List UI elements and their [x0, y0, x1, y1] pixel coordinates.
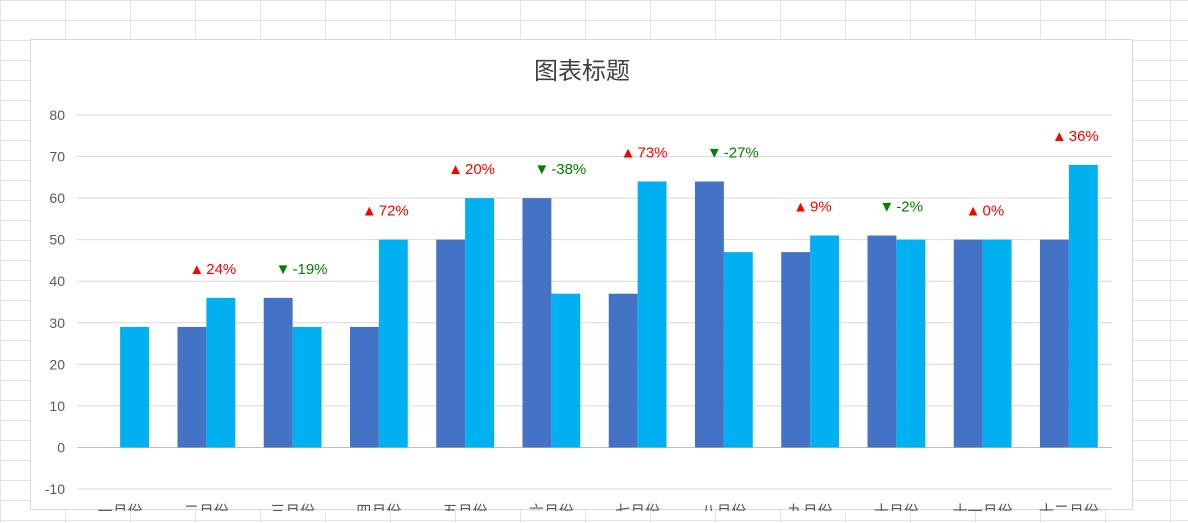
y-tick-label: 10	[49, 398, 65, 414]
bar-series-1	[436, 239, 466, 448]
bar-series-1	[867, 235, 897, 448]
change-annotation: ▲ 20%	[448, 161, 495, 178]
change-annotation: ▲ 0%	[966, 203, 1005, 220]
change-marker-icon: ▲	[793, 199, 808, 216]
y-tick-label: 40	[49, 273, 65, 289]
x-tick-label: 六月份	[529, 502, 574, 511]
change-annotation: ▲ 72%	[362, 203, 409, 220]
bar-series-1	[522, 198, 552, 448]
change-value: -19%	[292, 261, 327, 278]
x-tick-label: 十二月份	[1039, 502, 1099, 511]
change-marker-icon: ▲	[621, 144, 636, 161]
change-annotation: ▲ 73%	[621, 144, 668, 161]
bar-chart: 图表标题 80 70 60 50 40 30 20 10 0 -10 一月份 二月份 三月份 四月份 五月…	[45, 57, 1112, 511]
change-value: -2%	[896, 199, 923, 216]
change-value: 73%	[637, 144, 667, 161]
bar-series-1	[177, 326, 207, 448]
bar-series-2	[206, 297, 236, 448]
x-tick-label: 四月份	[356, 502, 401, 511]
x-tick-label: 三月份	[270, 502, 315, 511]
y-tick-label: -10	[45, 481, 65, 497]
change-annotation: ▲ 24%	[189, 261, 236, 278]
bar-series-2	[378, 239, 408, 448]
x-tick-label: 二月份	[184, 502, 229, 511]
change-value: 72%	[379, 203, 409, 220]
y-tick-label: 50	[49, 232, 65, 248]
change-annotation: ▼ -19%	[276, 261, 328, 278]
x-tick-label: 五月份	[443, 502, 488, 511]
bar-series-2	[551, 293, 581, 448]
bar-series-1	[263, 297, 293, 448]
change-value: 24%	[206, 261, 236, 278]
change-annotation: ▼ -38%	[534, 161, 586, 178]
change-marker-icon: ▲	[448, 161, 463, 178]
bar-series-1	[781, 252, 811, 448]
change-value: -38%	[551, 161, 586, 178]
y-tick-label: 70	[49, 149, 65, 165]
bar-series-1	[953, 239, 983, 448]
change-annotation: ▲ 36%	[1052, 128, 1099, 145]
x-tick-label: 七月份	[615, 502, 660, 511]
change-annotation: ▼ -2%	[879, 199, 923, 216]
change-value: 9%	[810, 199, 832, 216]
change-marker-icon: ▲	[966, 203, 981, 220]
bar-series-2	[982, 239, 1012, 448]
change-annotation: ▼ -27%	[707, 144, 759, 161]
bar-series-2	[292, 326, 322, 448]
y-tick-label: 20	[49, 356, 65, 372]
y-tick-label: 30	[49, 315, 65, 331]
chart-title: 图表标题	[534, 57, 630, 85]
y-tick-label: 80	[49, 107, 65, 123]
y-tick-label: 0	[57, 439, 65, 455]
bar-series-1	[349, 326, 379, 448]
bar-series-2	[810, 235, 840, 448]
bar-series-2	[465, 198, 495, 448]
change-marker-icon: ▲	[189, 261, 204, 278]
x-tick-label: 十月份	[874, 502, 919, 511]
x-tick-label: 九月份	[788, 502, 833, 511]
change-marker-icon: ▼	[879, 199, 894, 216]
bar-series-1	[608, 293, 638, 448]
bar-series-2	[896, 239, 926, 448]
change-marker-icon: ▼	[276, 261, 291, 278]
change-value: 0%	[982, 203, 1004, 220]
chart-area: 图表标题 80 70 60 50 40 30 20 10 0 -10 一月份 二月份 三月份 四月份 五月…	[30, 39, 1133, 511]
x-tick-label: 一月份	[98, 502, 143, 511]
change-annotation: ▲ 9%	[793, 199, 832, 216]
change-marker-icon: ▼	[707, 144, 722, 161]
bar-series-2	[723, 252, 753, 448]
change-marker-icon: ▲	[1052, 128, 1067, 145]
change-value: 36%	[1069, 128, 1099, 145]
bar-series-2	[637, 181, 667, 448]
x-tick-label: 八月份	[701, 502, 746, 511]
bar-series-1	[694, 181, 724, 448]
change-value: -27%	[724, 144, 759, 161]
bar-series-2	[120, 326, 150, 448]
change-marker-icon: ▼	[534, 161, 549, 178]
y-tick-label: 60	[49, 190, 65, 206]
bar-series-2	[1068, 164, 1098, 448]
x-tick-label: 十一月份	[953, 502, 1013, 511]
change-value: 20%	[465, 161, 495, 178]
change-marker-icon: ▲	[362, 203, 377, 220]
bar-series-1	[1039, 239, 1069, 448]
